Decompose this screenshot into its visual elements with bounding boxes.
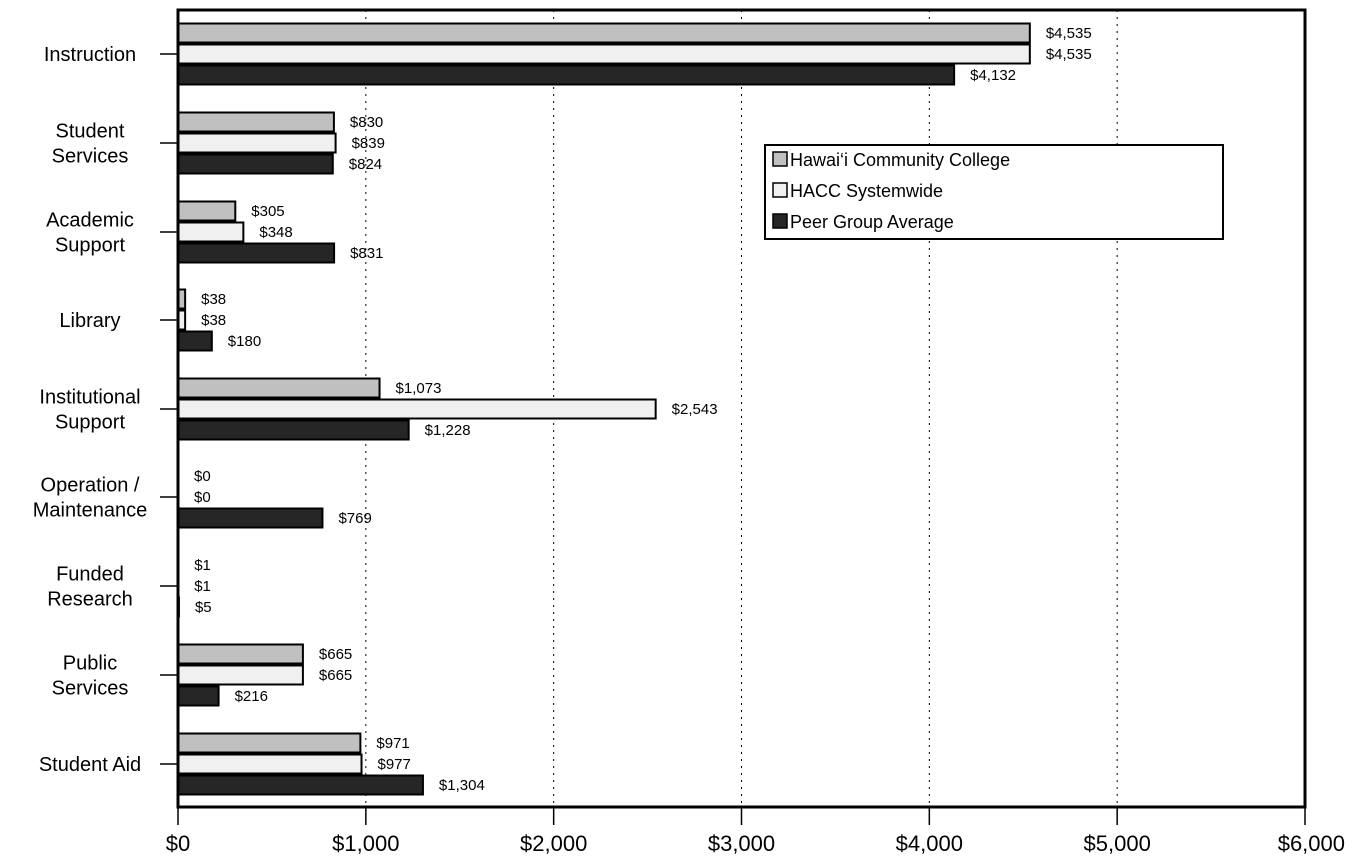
x-tick-label: $4,000 — [896, 831, 963, 856]
data-label: $1,073 — [396, 380, 442, 397]
legend-swatch — [772, 213, 788, 229]
data-label: $830 — [350, 114, 383, 131]
bar — [177, 664, 304, 686]
data-label: $665 — [319, 667, 352, 684]
category-label: Instruction — [44, 44, 136, 66]
legend-label: Peer Group Average — [790, 212, 954, 232]
bar — [177, 330, 213, 352]
data-label: $216 — [235, 688, 268, 705]
category-label: Library — [59, 310, 120, 332]
bar — [177, 377, 381, 399]
data-label: $831 — [350, 245, 383, 262]
x-axis: $0 $1,000 $2,000 $3,000 $4,000 $5,000 $6,000 — [166, 807, 1345, 856]
data-label: $839 — [352, 135, 385, 152]
category-label: Maintenance — [33, 500, 148, 522]
bar — [177, 398, 657, 420]
data-label: $38 — [201, 291, 226, 308]
bar — [177, 64, 956, 86]
bar — [177, 43, 1031, 65]
data-label: $2,543 — [672, 401, 718, 418]
category-label: Public — [63, 653, 117, 675]
category-label: Services — [52, 678, 129, 700]
data-label: $5 — [195, 599, 212, 616]
legend-box — [764, 144, 1224, 240]
x-tick-label: $0 — [166, 831, 190, 856]
data-label: $4,132 — [970, 67, 1016, 84]
bar — [177, 774, 424, 796]
category-label: Services — [52, 146, 129, 168]
category-label: Support — [55, 412, 125, 434]
x-tick-label: $5,000 — [1084, 831, 1151, 856]
x-tick-label: $6,000 — [1278, 831, 1345, 856]
data-label: $1,304 — [439, 777, 485, 794]
data-label: $977 — [378, 756, 411, 773]
data-label: $769 — [338, 510, 371, 527]
bar — [177, 753, 363, 775]
category-label: Research — [47, 589, 133, 611]
data-label: $348 — [259, 224, 292, 241]
data-label: $665 — [319, 646, 352, 663]
category-axis: Instruction Student Services Academic Suppor… — [33, 44, 178, 776]
bar — [177, 200, 237, 222]
value-labels: $4,535 $4,535 $4,132 $830 $839 $824 $305 $348 $8… — [194, 25, 1092, 794]
data-label: $0 — [194, 489, 211, 506]
category-label: Institutional — [39, 387, 140, 409]
bar — [177, 153, 334, 175]
bar — [177, 507, 324, 529]
data-label: $971 — [376, 735, 409, 752]
x-tick-label: $1,000 — [332, 831, 399, 856]
legend-label: HACC Systemwide — [790, 181, 943, 201]
bar — [177, 111, 335, 133]
bar — [177, 419, 410, 441]
legend-swatch — [772, 151, 788, 167]
category-label: Support — [55, 235, 125, 257]
x-tick-label: $3,000 — [708, 831, 775, 856]
category-label: Academic — [46, 210, 134, 232]
bar — [177, 242, 336, 264]
data-label: $305 — [251, 203, 284, 220]
legend-label: Hawai‘i Community College — [790, 150, 1010, 170]
data-label: $4,535 — [1046, 46, 1092, 63]
category-label: Student — [56, 121, 125, 143]
category-label: Operation / — [41, 475, 140, 497]
legend: Hawai‘i Community College HACC Systemwide… — [764, 144, 1224, 240]
bar — [177, 221, 245, 243]
data-label: $1 — [194, 557, 211, 574]
bars — [177, 22, 1031, 796]
data-label: $1 — [194, 578, 211, 595]
bar — [177, 643, 304, 665]
data-label: $4,535 — [1046, 25, 1092, 42]
data-label: $0 — [194, 468, 211, 485]
category-label: Funded — [56, 564, 124, 586]
legend-swatch — [772, 182, 788, 198]
data-label: $824 — [349, 156, 382, 173]
data-label: $1,228 — [425, 422, 471, 439]
bar — [177, 685, 220, 707]
data-label: $180 — [228, 333, 261, 350]
bar — [177, 732, 362, 754]
bar — [177, 132, 337, 154]
category-label: Student Aid — [39, 754, 141, 776]
data-label: $38 — [201, 312, 226, 329]
x-tick-label: $2,000 — [520, 831, 587, 856]
bar — [177, 22, 1031, 44]
